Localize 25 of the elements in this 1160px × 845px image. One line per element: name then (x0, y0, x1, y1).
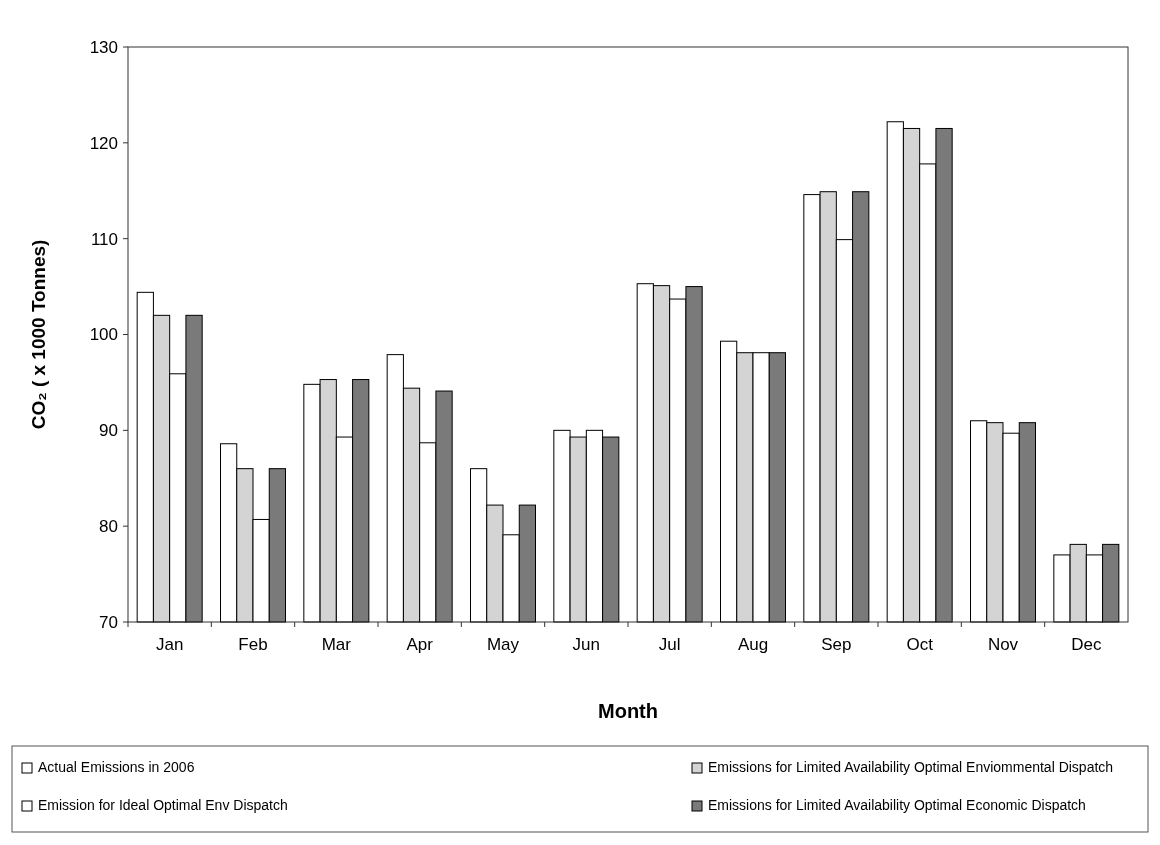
y-tick-label: 130 (89, 37, 118, 57)
x-tick-label: Nov (987, 635, 1019, 654)
x-tick-label: May (486, 635, 520, 654)
y-tick-label: 80 (99, 517, 118, 537)
legend-label: Actual Emissions in 2006 (38, 759, 195, 775)
x-tick-label: Jul (658, 635, 681, 654)
x-tick-label: Dec (1071, 635, 1102, 654)
y-axis-title: CO₂ ( x 1000 Tonnes) (28, 239, 49, 430)
x-tick-label: Jan (155, 635, 184, 654)
legend-label: Emissions for Limited Availability Optimal Economic Dispatch (708, 797, 1086, 813)
x-tick-label: Jun (572, 635, 601, 654)
x-tick-label: Mar (321, 635, 352, 654)
x-tick-label: Sep (821, 635, 852, 654)
x-tick-label: Apr (406, 635, 434, 654)
y-tick-label: 110 (90, 229, 118, 249)
x-tick-label: Aug (737, 635, 769, 654)
y-tick-label: 70 (99, 612, 118, 632)
x-tick-label: Oct (906, 635, 934, 654)
x-tick-label: Feb (238, 635, 268, 654)
legend-label: Emissions for Limited Availability Optimal Enviommental Dispatch (708, 759, 1114, 775)
x-axis-title: Month (598, 700, 658, 722)
y-tick-label: 100 (89, 325, 118, 345)
legend-label: Emission for Ideal Optimal Env Dispatch (38, 797, 288, 813)
y-tick-label: 90 (99, 421, 118, 441)
y-tick-label: 120 (89, 133, 118, 153)
